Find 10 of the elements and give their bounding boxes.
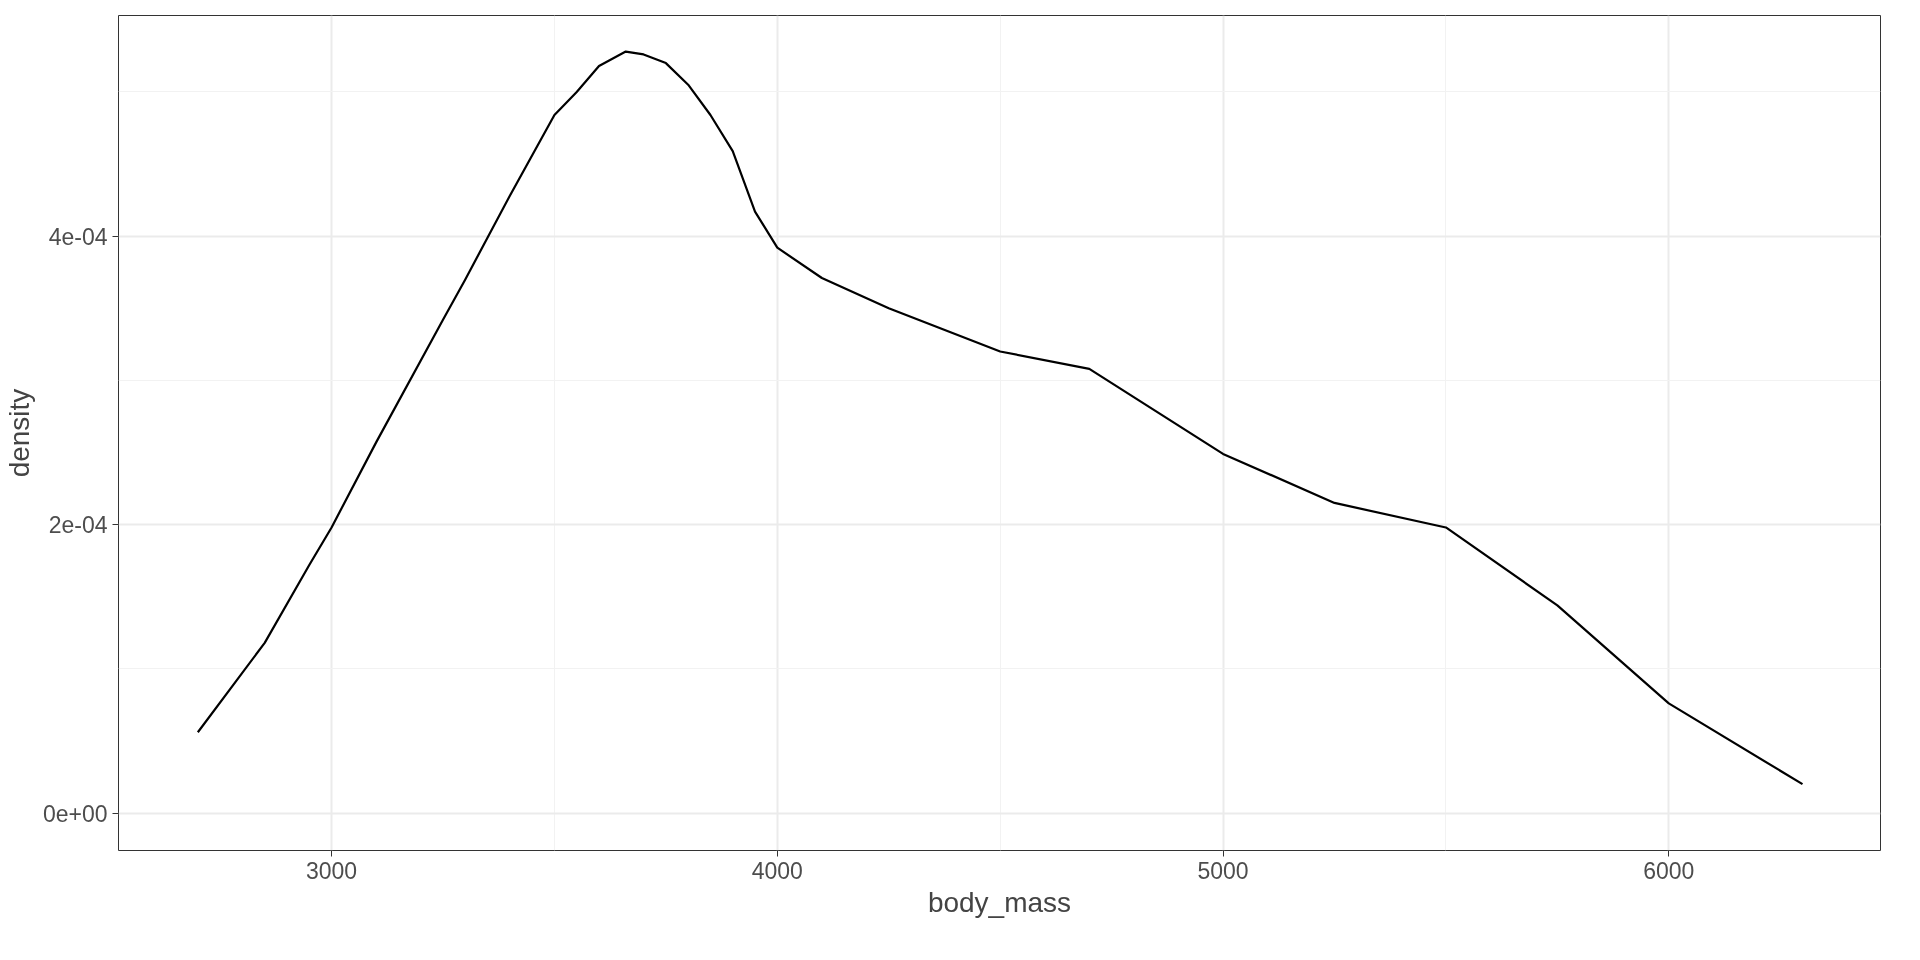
x-tick-label: 4000 <box>751 857 803 884</box>
y-tick-label: 0e+00 <box>42 800 108 827</box>
x-tick-label: 5000 <box>1197 857 1249 884</box>
line-series <box>196 50 1804 786</box>
x-tick-label: 6000 <box>1643 857 1695 884</box>
y-axis-title: density <box>3 388 35 478</box>
x-tick-label: 3000 <box>305 857 358 884</box>
y-tick-label: 2e-04 <box>48 512 108 539</box>
y-tick-label: 4e-04 <box>48 223 108 250</box>
x-axis-title: body_mass <box>927 886 1072 918</box>
